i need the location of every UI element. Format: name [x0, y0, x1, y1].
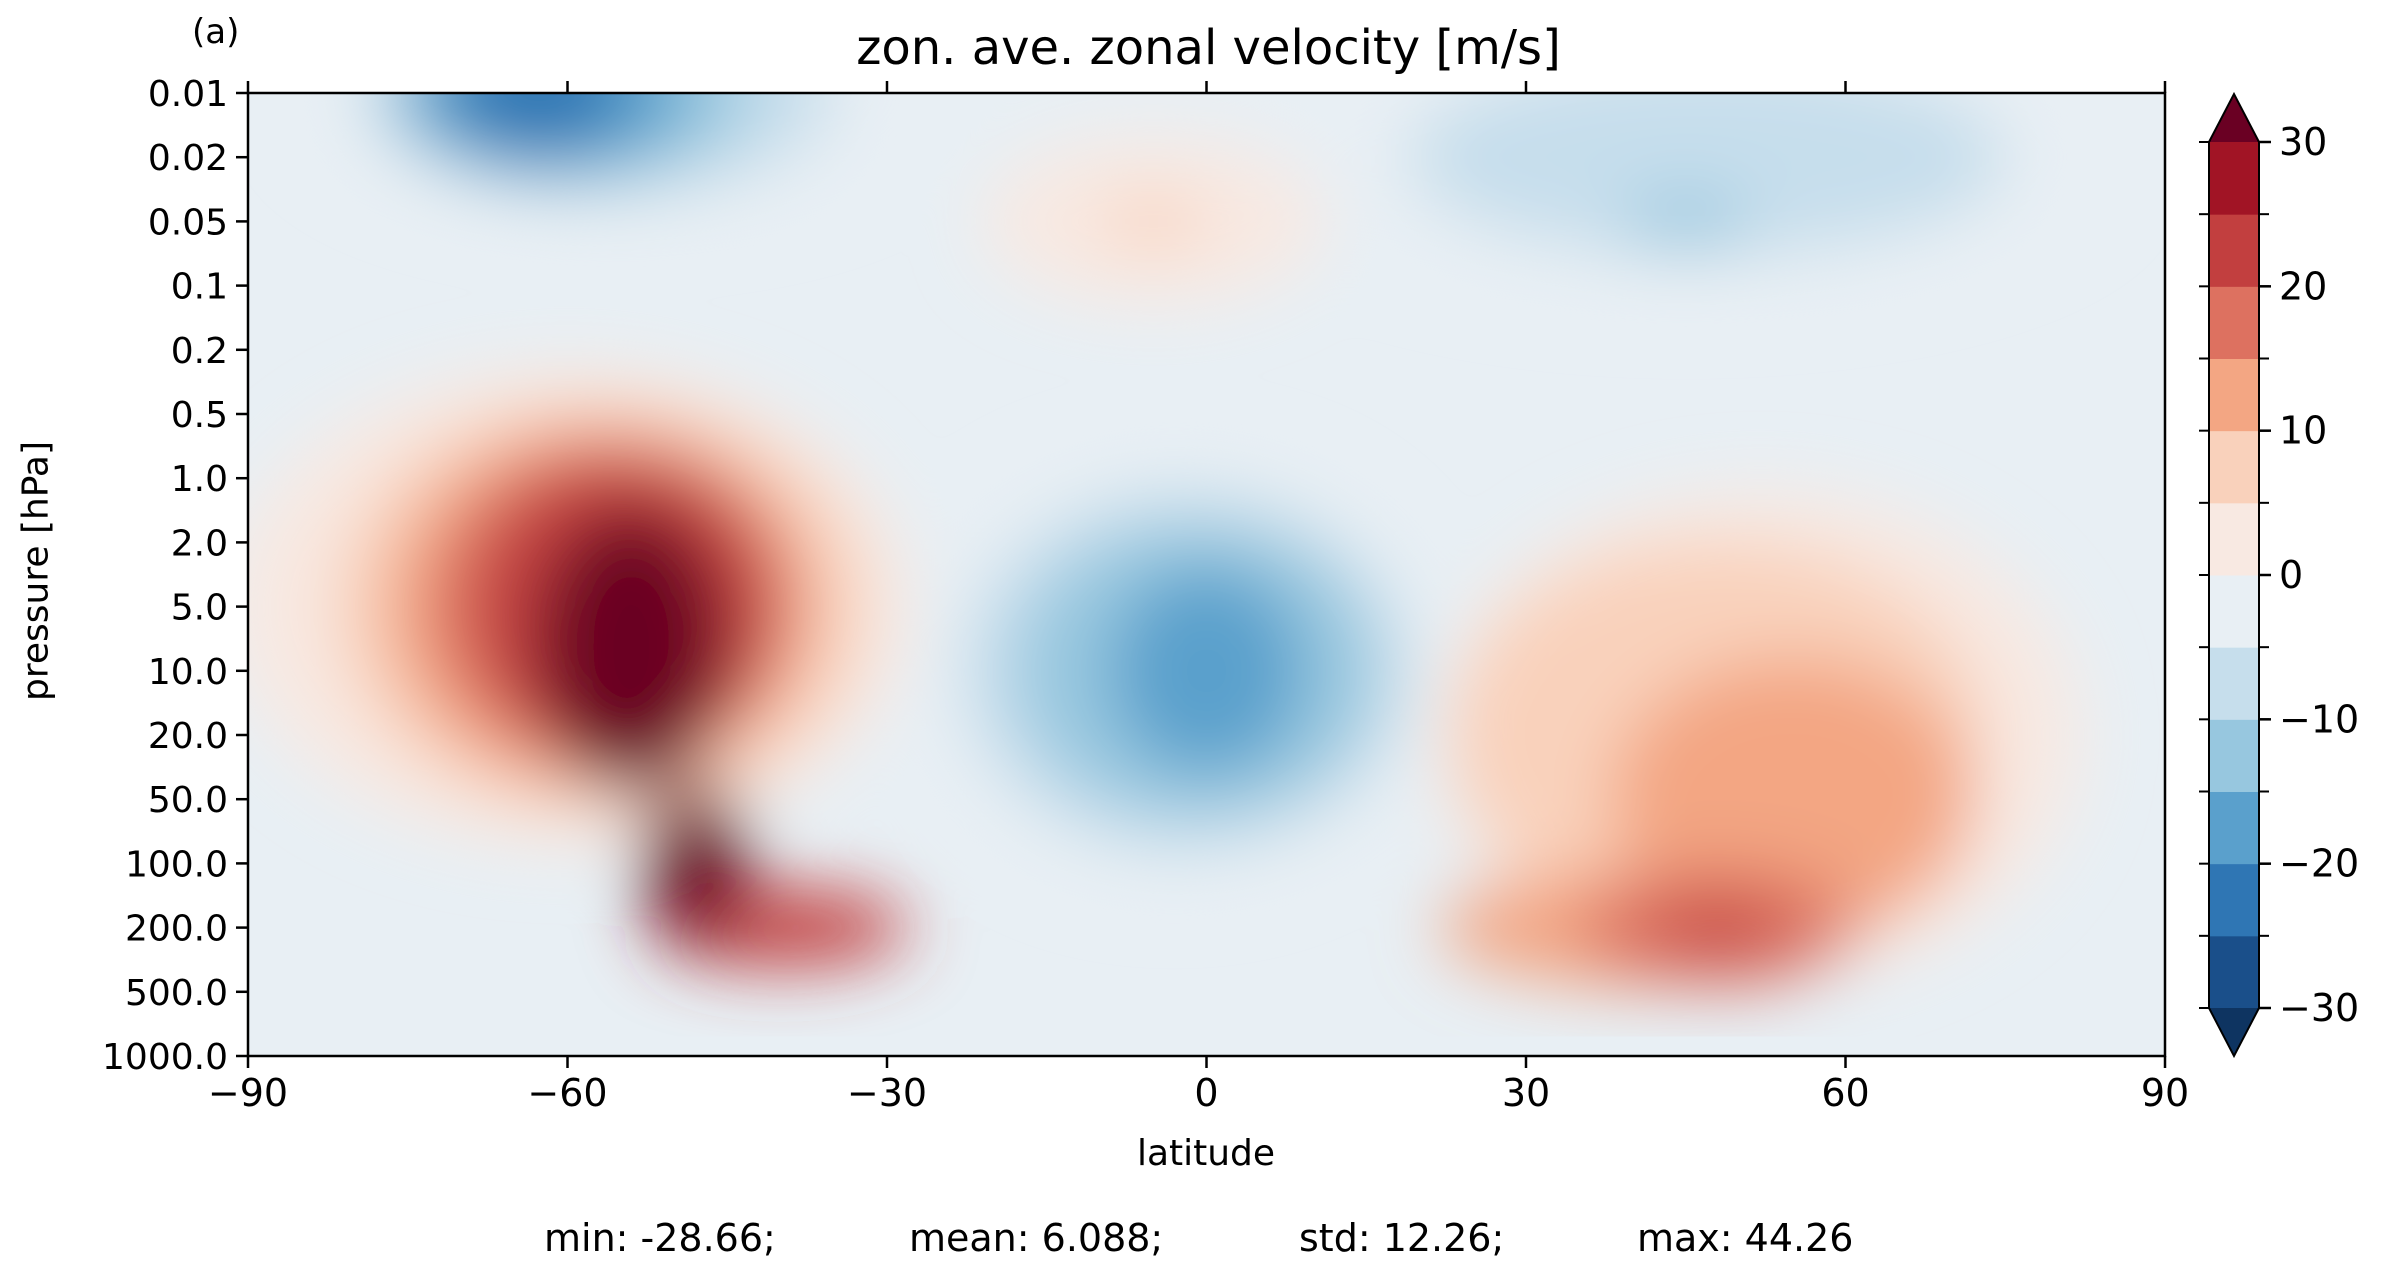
- colorbar-tick-label-4: 10: [2279, 409, 2327, 453]
- contour-region-27: [1100, 198, 1207, 244]
- colorbar-band-11: [2209, 142, 2259, 215]
- x-tick-label-3: 0: [1194, 1071, 1218, 1115]
- contour-region-5: [535, 508, 728, 792]
- colorbar-band-10: [2209, 214, 2259, 287]
- y-tick-label-14: 500.0: [125, 973, 228, 1014]
- colorbar-under-arrow: [2209, 1008, 2259, 1056]
- colorbar-over-arrow: [2209, 94, 2259, 142]
- contour-region-17: [1653, 905, 1782, 951]
- colorbar-band-6: [2209, 502, 2259, 576]
- y-tick-label-1: 0.02: [148, 138, 228, 179]
- stat-min: min: -28.66;: [544, 1216, 776, 1260]
- colorbar-band-2: [2209, 791, 2259, 865]
- colorbar-tick-label-3: 0: [2279, 553, 2303, 597]
- colorbar-tick-label-6: 30: [2279, 120, 2327, 164]
- colorbar-band-9: [2209, 286, 2259, 359]
- contour-region-14: [1611, 657, 1974, 941]
- colorbar-band-7: [2209, 430, 2259, 504]
- colorbar-band-8: [2209, 358, 2259, 432]
- x-tick-label-0: −90: [208, 1071, 288, 1115]
- colorbar-band-4: [2209, 647, 2259, 720]
- chart-title: zon. ave. zonal velocity [m/s]: [856, 20, 1561, 76]
- y-tick-label-2: 0.05: [148, 202, 228, 243]
- stat-mean: mean: 6.088;: [909, 1216, 1164, 1260]
- plot-area: [248, 93, 2165, 1056]
- y-tick-label-10: 20.0: [148, 716, 228, 757]
- colorbar-band-3: [2209, 719, 2259, 792]
- y-tick-label-7: 2.0: [171, 523, 228, 564]
- stat-std: std: 12.26;: [1299, 1216, 1505, 1260]
- y-tick-label-3: 0.1: [171, 267, 228, 308]
- y-tick-label-12: 100.0: [125, 844, 228, 885]
- x-axis: −90 −60 −30 0 30 60 90: [208, 81, 2189, 1115]
- stat-max: max: 44.26: [1637, 1216, 1854, 1260]
- x-tick-label-2: −30: [847, 1071, 927, 1115]
- x-tick-label-1: −60: [527, 1071, 607, 1115]
- colorbar-tick-label-2: −10: [2279, 697, 2359, 741]
- y-axis: 0.01 0.02 0.05 0.1 0.2 0.5 1.0 2.0 5.0 10.0 20.0 50…: [102, 74, 248, 1078]
- colorbar-band-5: [2209, 575, 2259, 648]
- y-tick-label-5: 0.5: [171, 395, 228, 436]
- y-tick-label-9: 10.0: [148, 652, 228, 693]
- y-tick-label-13: 200.0: [125, 909, 228, 950]
- y-tick-label-6: 1.0: [171, 459, 228, 500]
- y-tick-label-11: 50.0: [148, 780, 228, 821]
- x-tick-label-5: 60: [1821, 1071, 1869, 1115]
- y-tick-label-8: 5.0: [171, 588, 228, 629]
- x-axis-label: latitude: [1136, 1133, 1276, 1174]
- panel-label: (a): [192, 12, 240, 52]
- contour-region-11: [1110, 568, 1303, 774]
- colorbar-tick-label-1: −20: [2279, 842, 2359, 886]
- contour-region-7: [642, 786, 749, 941]
- colorbar-band-0: [2209, 935, 2259, 1009]
- colorbar: −30 −20 −10 0 10 20 30: [2199, 91, 2359, 1059]
- contour-region-25: [1621, 195, 1750, 248]
- y-tick-label-15: 1000.0: [102, 1037, 228, 1078]
- colorbar-tick-label-0: −30: [2279, 986, 2359, 1030]
- colorbar-band-1: [2209, 863, 2259, 937]
- x-tick-label-6: 90: [2141, 1071, 2189, 1115]
- contour-region-22: [450, 93, 621, 151]
- contour-region-24: [1408, 93, 2006, 254]
- x-tick-label-4: 30: [1502, 1071, 1550, 1115]
- colorbar-tick-label-5: 20: [2279, 264, 2327, 308]
- y-tick-label-0: 0.01: [148, 74, 228, 115]
- y-tick-label-4: 0.2: [171, 331, 228, 372]
